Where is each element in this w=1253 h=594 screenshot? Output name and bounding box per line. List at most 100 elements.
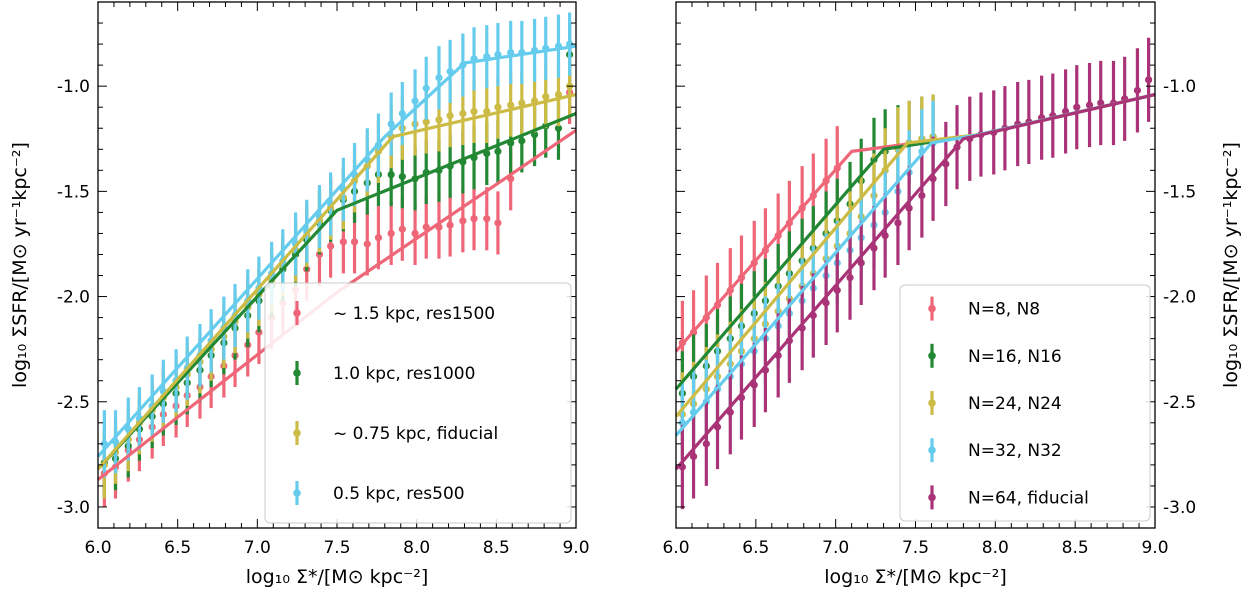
- x-tick-label: 7.5: [323, 538, 350, 558]
- legend: N=8, N8 N=16, N16 N=24, N24 N=32, N32 N=64, …: [899, 284, 1151, 522]
- data-point: [459, 217, 467, 225]
- data-point: [1085, 101, 1094, 109]
- y-axis-label: log₁₀ ΣSFR/[M⊙ yr⁻¹kpc⁻²]: [9, 142, 31, 388]
- legend-marker: [293, 309, 301, 317]
- data-point: [327, 242, 335, 250]
- fit-line: [96, 44, 577, 458]
- data-point: [905, 204, 913, 212]
- legend-marker: [293, 369, 301, 377]
- y-tick-label: -1.5: [57, 182, 90, 202]
- legend-marker: [293, 489, 301, 497]
- x-tick-label: 8.0: [982, 538, 1009, 558]
- data-point: [470, 215, 478, 223]
- data-point: [846, 274, 854, 282]
- data-point: [339, 238, 347, 246]
- data-point: [435, 74, 443, 82]
- legend: ~ 1.5 kpc, res1500 1.0 kpc, res1000 ~ 0.75…: [264, 282, 572, 524]
- data-point: [387, 229, 395, 238]
- y-tick-label: -3.0: [57, 498, 90, 518]
- data-point: [422, 118, 430, 126]
- legend-entry: ~ 1.5 kpc, res1500: [333, 304, 495, 324]
- data-point: [494, 103, 502, 111]
- data-point: [411, 97, 419, 105]
- x-tick-label: 8.5: [483, 538, 510, 558]
- x-tick-label: 9.0: [1141, 538, 1168, 558]
- data-point: [554, 90, 563, 99]
- legend-entry: N=8, N8: [968, 300, 1040, 320]
- data-point: [398, 173, 406, 181]
- data-point: [459, 109, 467, 118]
- y-tick-label: -1.0: [57, 77, 90, 97]
- data-point: [1133, 86, 1142, 94]
- data-point: [554, 124, 563, 132]
- legend-marker: [928, 304, 936, 313]
- data-point: [702, 440, 710, 448]
- x-tick-label: 7.0: [822, 538, 849, 558]
- y-tick-label: -2.0: [57, 288, 90, 308]
- data-point: [918, 191, 926, 200]
- y-tick-label: -2.5: [57, 393, 90, 413]
- y-tick-label: -1.5: [1163, 182, 1196, 202]
- y-tick-label: -1.0: [1163, 77, 1196, 97]
- legend-box: [899, 284, 1151, 522]
- y-tick-label: -2.0: [1163, 288, 1196, 308]
- x-tick-label: 6.5: [164, 538, 191, 558]
- x-tick-label: 6.0: [662, 538, 689, 558]
- legend-entry: 1.0 kpc, res1000: [333, 364, 475, 384]
- data-point: [530, 130, 539, 139]
- left-panel: 6.0 6.5 7.0 7.5 8.0 8.5 9.0 -1.0 -1.5 -2.0 -2.5 -3.…: [9, 1, 590, 588]
- fit-line: [96, 112, 577, 471]
- data-point: [689, 452, 698, 461]
- data-point: [542, 93, 550, 101]
- x-axis-label: log₁₀ Σ*/[M⊙ kpc⁻²]: [824, 566, 1006, 588]
- data-point: [881, 231, 889, 240]
- fit-line: [96, 93, 577, 471]
- fit-line: [674, 93, 1156, 471]
- y-tick-label: -2.5: [1163, 393, 1196, 413]
- x-tick-label: 7.0: [244, 538, 271, 558]
- legend-entry: 0.5 kpc, res500: [333, 484, 465, 504]
- legend-entry: N=16, N16: [968, 347, 1062, 367]
- data-point: [470, 107, 478, 116]
- data-point: [446, 221, 454, 229]
- data-point: [518, 137, 526, 145]
- x-tick-label: 8.5: [1062, 538, 1089, 558]
- data-point: [1145, 76, 1153, 84]
- data-point: [518, 99, 526, 107]
- data-point: [1073, 103, 1081, 111]
- x-tick-label: 7.5: [902, 538, 929, 558]
- data-point: [411, 229, 419, 238]
- data-point: [894, 219, 902, 227]
- y-axis-label: log₁₀ ΣSFR/[M⊙ yr⁻¹kpc⁻²]: [1220, 142, 1242, 388]
- x-tick-label: 6.0: [84, 538, 111, 558]
- x-tick-label: 9.0: [562, 538, 589, 558]
- legend-box: [264, 282, 572, 524]
- legend-entry: ~ 0.75 kpc, fiducial: [333, 424, 498, 444]
- data-point: [494, 219, 502, 227]
- data-point: [435, 116, 443, 124]
- data-point: [507, 101, 515, 109]
- data-point: [363, 240, 371, 248]
- data-point: [483, 215, 491, 223]
- right-panel: 6.0 6.5 7.0 7.5 8.0 8.5 9.0 -1.0 -1.5 -2.0 -2.5 -3.…: [662, 1, 1242, 588]
- data-point: [833, 286, 841, 294]
- legend-marker: [293, 429, 301, 437]
- data-point: [398, 225, 406, 233]
- x-axis-label: log₁₀ Σ*/[M⊙ kpc⁻²]: [246, 566, 428, 588]
- y-tick-label: -3.0: [1163, 498, 1196, 518]
- legend-marker: [928, 399, 936, 407]
- legend-entry: N=32, N32: [968, 441, 1062, 461]
- data-point: [857, 259, 865, 267]
- legend-entry: N=24, N24: [968, 394, 1062, 414]
- data-point: [422, 84, 430, 92]
- data-point: [398, 109, 406, 118]
- data-point: [387, 120, 395, 128]
- data-point: [494, 147, 502, 155]
- data-point: [387, 170, 395, 179]
- x-tick-label: 8.0: [403, 538, 430, 558]
- legend-marker: [928, 446, 936, 455]
- legend-marker: [928, 493, 936, 502]
- data-point: [350, 238, 359, 246]
